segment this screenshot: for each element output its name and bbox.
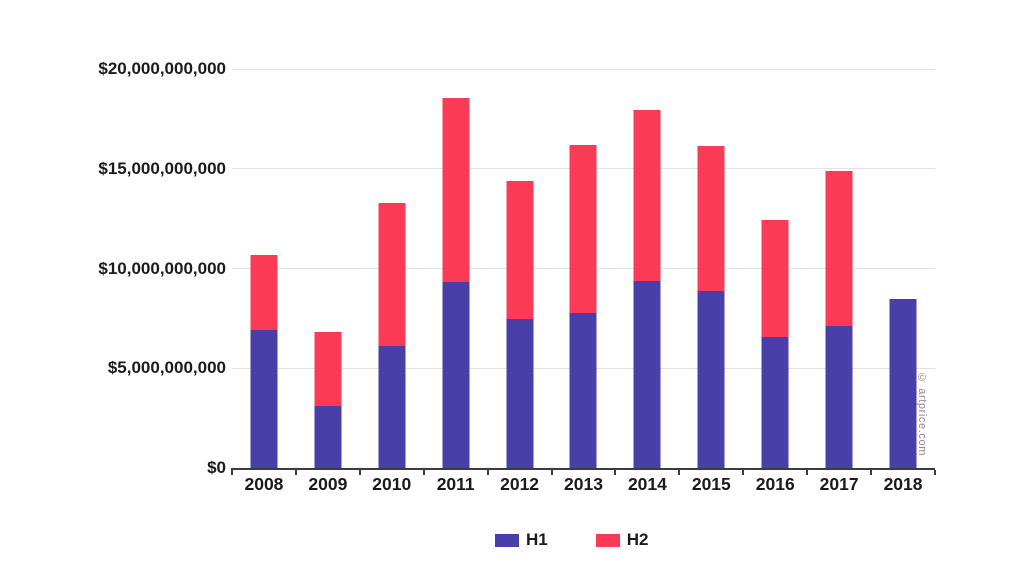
stacked-bar-2008 — [250, 254, 278, 468]
y-axis-label: $15,000,000,000 — [98, 158, 226, 178]
bar-segment-h1 — [697, 291, 725, 468]
x-axis-tick — [806, 470, 809, 475]
stacked-bar-2018 — [889, 299, 917, 468]
x-axis-tick — [486, 470, 489, 475]
x-axis-tick — [678, 470, 681, 475]
bar-segment-h2 — [378, 202, 406, 347]
bar-slot: 2016 — [743, 69, 807, 494]
bar-segment-h2 — [761, 219, 789, 338]
bar-slot: 2014 — [615, 69, 679, 494]
bar-segment-h1 — [569, 313, 597, 468]
stacked-bar-2014 — [633, 109, 661, 468]
bar-segment-h2 — [506, 180, 534, 320]
x-axis-label: 2009 — [308, 474, 348, 494]
stacked-bar-2009 — [314, 332, 342, 468]
bar-segment-h2 — [250, 254, 278, 331]
x-axis-tick — [294, 470, 297, 475]
bar-slot: 2018 — [871, 69, 935, 494]
stacked-bar-2013 — [569, 144, 597, 468]
bar-slot: 2012 — [488, 69, 552, 494]
x-axis-tick — [934, 470, 936, 475]
x-axis-label: 2013 — [564, 474, 603, 494]
bar-slot: 2015 — [679, 69, 743, 494]
bar-slot: 2013 — [552, 69, 616, 494]
x-axis-tick — [742, 470, 745, 475]
legend-label: H2 — [626, 530, 649, 549]
bar-segment-h2 — [569, 144, 597, 314]
x-axis-tick — [422, 470, 425, 475]
x-axis-tick — [550, 470, 553, 475]
legend-item-h1: H1 — [495, 530, 548, 550]
bar-segment-h1 — [378, 346, 406, 468]
gridline — [232, 68, 935, 70]
bar-segment-h2 — [825, 170, 853, 327]
y-axis-label: $5,000,000,000 — [107, 358, 226, 378]
bar-segment-h2 — [442, 97, 470, 283]
plot-area: 2008 2009 2010 2011 2012 2013 2014 2015 2016 2017… — [231, 68, 936, 494]
bar-segment-h1 — [889, 299, 917, 468]
watermark: © artprice.com — [916, 372, 928, 456]
x-axis-tick — [614, 470, 617, 475]
legend-label: H1 — [526, 530, 548, 549]
legend-swatch — [595, 533, 620, 547]
y-axis-label: $0 — [207, 458, 226, 477]
x-axis-label: 2010 — [372, 474, 412, 494]
bar-slot: 2008 — [232, 69, 296, 494]
bar-segment-h1 — [633, 281, 661, 468]
bar-segment-h1 — [442, 282, 470, 468]
y-axis-label: $20,000,000,000 — [98, 59, 226, 78]
bar-slot: 2009 — [296, 69, 360, 494]
legend-item-h2: H2 — [595, 530, 649, 550]
bar-segment-h1 — [825, 326, 853, 468]
bar-segment-h1 — [506, 319, 534, 468]
y-axis-label: $10,000,000,000 — [98, 258, 226, 278]
x-axis-tick — [358, 470, 361, 475]
x-axis-label: 2018 — [883, 474, 923, 494]
bar-segment-h1 — [761, 337, 789, 468]
stacked-bar-2017 — [825, 170, 853, 468]
x-axis-tick — [231, 470, 233, 475]
x-axis-tick — [870, 470, 873, 475]
stacked-bar-2015 — [697, 145, 725, 468]
bar-segment-h1 — [314, 406, 342, 468]
x-axis-label: 2014 — [627, 474, 667, 494]
bar-segment-h2 — [633, 109, 661, 282]
x-axis-label: 2016 — [755, 474, 795, 494]
stacked-bar-2010 — [378, 202, 406, 468]
bar-slot: 2011 — [424, 69, 488, 494]
x-axis-line — [231, 468, 935, 470]
bar-segment-h2 — [314, 332, 342, 407]
x-axis-label: 2012 — [500, 474, 540, 494]
bar-segment-h2 — [697, 145, 725, 292]
legend-swatch — [495, 533, 519, 547]
legend: H1 H2 — [495, 530, 648, 550]
stacked-bar-2016 — [761, 219, 789, 468]
stacked-bar-2011 — [442, 97, 470, 468]
stacked-bar-2012 — [506, 180, 534, 468]
x-axis-label: 2017 — [819, 474, 859, 494]
bar-slot: 2017 — [807, 69, 871, 494]
bar-segment-h1 — [250, 330, 278, 468]
x-axis-label: 2008 — [244, 474, 284, 494]
x-axis-label: 2015 — [691, 474, 731, 494]
bar-slot: 2010 — [360, 69, 424, 494]
x-axis-label: 2011 — [436, 474, 475, 494]
